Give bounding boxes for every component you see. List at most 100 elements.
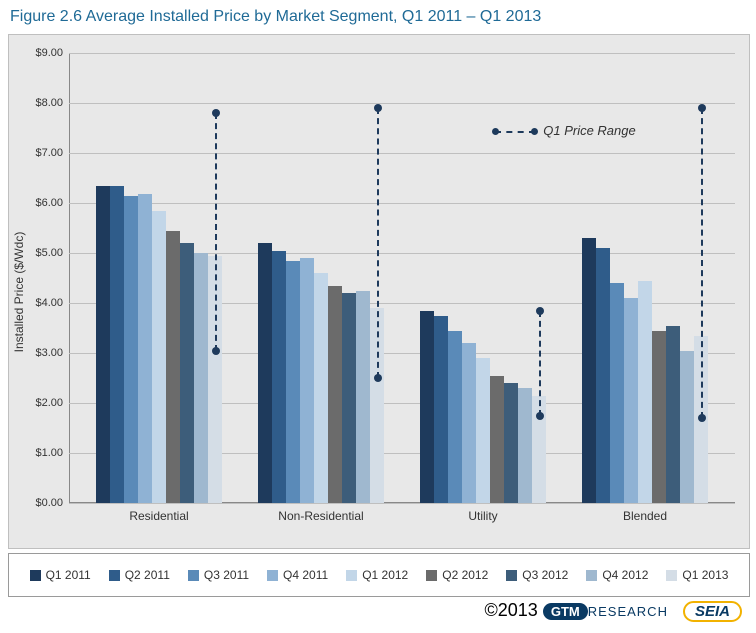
bar — [624, 298, 638, 503]
legend-item: Q3 2012 — [506, 568, 568, 582]
bar — [258, 243, 272, 503]
legend-item: Q2 2011 — [109, 568, 170, 582]
bar — [110, 186, 124, 504]
bar — [96, 186, 110, 504]
legend-swatch-icon — [109, 570, 120, 581]
legend-swatch-icon — [267, 570, 278, 581]
bar — [328, 286, 342, 504]
legend-item: Q1 2013 — [666, 568, 728, 582]
legend-item: Q1 2011 — [30, 568, 91, 582]
bar — [194, 253, 208, 503]
legend-label: Q1 2013 — [682, 568, 728, 582]
legend-label: Q2 2011 — [125, 568, 170, 582]
category-label: Blended — [623, 509, 667, 523]
plot-area: $0.00$1.00$2.00$3.00$4.00$5.00$6.00$7.00… — [69, 53, 735, 503]
gridline — [69, 53, 735, 54]
category-label: Utility — [468, 509, 497, 523]
legend-swatch-icon — [30, 570, 41, 581]
bar — [342, 293, 356, 503]
legend-label: Q1 2011 — [46, 568, 91, 582]
bar — [448, 331, 462, 504]
series-legend: Q1 2011 Q2 2011 Q3 2011 Q4 2011 Q1 2012 Q2 20… — [8, 553, 750, 597]
legend-swatch-icon — [346, 570, 357, 581]
bar — [420, 311, 434, 504]
legend-label: Q4 2012 — [602, 568, 648, 582]
legend-label: Q2 2012 — [442, 568, 488, 582]
legend-label: Q3 2011 — [204, 568, 249, 582]
category-label: Residential — [129, 509, 188, 523]
bar — [166, 231, 180, 504]
y-tick-label: $0.00 — [35, 497, 63, 509]
bar — [356, 291, 370, 504]
price-range-line — [215, 113, 217, 351]
legend-item: Q3 2011 — [188, 568, 249, 582]
range-legend-dash-icon — [495, 131, 535, 133]
legend-swatch-icon — [426, 570, 437, 581]
price-range-cap — [698, 414, 706, 422]
y-tick-label: $1.00 — [35, 447, 63, 459]
bar — [152, 211, 166, 504]
legend-swatch-icon — [506, 570, 517, 581]
legend-label: Q3 2012 — [522, 568, 568, 582]
footer-attribution: ©2013 GTMRESEARCH SEIA — [0, 600, 750, 622]
legend-label: Q1 2012 — [362, 568, 408, 582]
bar — [596, 248, 610, 503]
y-tick-label: $6.00 — [35, 197, 63, 209]
bar — [652, 331, 666, 504]
bar — [638, 281, 652, 504]
y-tick-label: $2.00 — [35, 397, 63, 409]
legend-label: Q4 2011 — [283, 568, 328, 582]
legend-item: Q4 2012 — [586, 568, 648, 582]
price-range-cap — [374, 374, 382, 382]
bar — [314, 273, 328, 503]
research-text: RESEARCH — [588, 604, 668, 619]
bar — [286, 261, 300, 504]
gridline — [69, 153, 735, 154]
category-label: Non-Residential — [278, 509, 363, 523]
legend-item: Q2 2012 — [426, 568, 488, 582]
price-range-line — [701, 108, 703, 418]
bar — [490, 376, 504, 504]
price-range-cap — [212, 109, 220, 117]
price-range-cap — [212, 347, 220, 355]
price-range-cap — [536, 412, 544, 420]
figure-title: Figure 2.6 Average Installed Price by Ma… — [0, 0, 756, 30]
seia-logo: SEIA — [683, 601, 742, 622]
y-axis-label: Installed Price ($/Wdc) — [12, 231, 26, 352]
y-axis — [69, 53, 70, 503]
bar — [582, 238, 596, 503]
y-tick-label: $9.00 — [35, 47, 63, 59]
y-tick-label: $8.00 — [35, 97, 63, 109]
legend-item: Q4 2011 — [267, 568, 328, 582]
bar — [124, 196, 138, 504]
chart-panel: Installed Price ($/Wdc) $0.00$1.00$2.00$… — [8, 34, 750, 549]
price-range-line — [539, 311, 541, 416]
bar — [272, 251, 286, 504]
legend-swatch-icon — [586, 570, 597, 581]
gridline — [69, 103, 735, 104]
price-range-cap — [698, 104, 706, 112]
price-range-cap — [536, 307, 544, 315]
range-legend-label: Q1 Price Range — [543, 123, 636, 138]
y-tick-label: $5.00 — [35, 247, 63, 259]
gtm-logo: GTM — [543, 603, 588, 620]
bar — [680, 351, 694, 504]
bar — [180, 243, 194, 503]
bar — [138, 194, 152, 503]
copyright-text: ©2013 — [485, 600, 538, 620]
bar — [434, 316, 448, 504]
y-tick-label: $4.00 — [35, 297, 63, 309]
legend-swatch-icon — [188, 570, 199, 581]
bar — [300, 258, 314, 503]
gridline — [69, 503, 735, 504]
bar — [518, 388, 532, 503]
price-range-line — [377, 108, 379, 378]
gridline — [69, 203, 735, 204]
legend-item: Q1 2012 — [346, 568, 408, 582]
price-range-cap — [374, 104, 382, 112]
bar — [610, 283, 624, 503]
bar — [476, 358, 490, 503]
bar — [666, 326, 680, 504]
legend-swatch-icon — [666, 570, 677, 581]
y-tick-label: $3.00 — [35, 347, 63, 359]
